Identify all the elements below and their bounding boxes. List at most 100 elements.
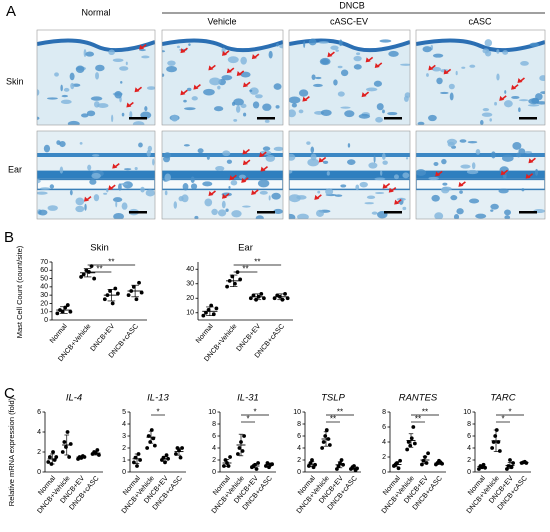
arrow-head — [208, 65, 214, 71]
cell — [240, 103, 247, 109]
cell — [85, 51, 95, 57]
cell — [103, 192, 108, 195]
cell — [432, 66, 442, 72]
cell — [291, 103, 297, 108]
data-point — [405, 447, 410, 452]
scale-bar — [257, 211, 275, 214]
arrow-head — [134, 87, 140, 93]
row-label: Skin — [6, 76, 24, 86]
panel-label: B — [4, 229, 14, 246]
cell — [436, 77, 443, 85]
data-point — [152, 443, 157, 448]
cell — [469, 198, 480, 204]
y-tick-label: 10 — [186, 310, 194, 317]
cell — [441, 158, 447, 165]
cell — [289, 109, 296, 118]
epidermis-edge — [162, 38, 283, 53]
cell — [310, 146, 315, 154]
cell — [255, 215, 264, 219]
y-tick-label: 8 — [297, 421, 301, 428]
cell — [262, 103, 272, 111]
significance-label: * — [246, 415, 249, 424]
cell — [211, 208, 218, 216]
cell — [496, 73, 500, 81]
data-point — [259, 292, 264, 296]
cell — [38, 209, 48, 216]
cell — [249, 87, 259, 95]
y-tick-label: 20 — [186, 295, 194, 302]
cell — [181, 194, 189, 203]
cell — [381, 152, 386, 160]
data-point — [240, 449, 245, 453]
y-tick-label: 6 — [467, 433, 471, 440]
cell — [217, 85, 221, 90]
cell — [190, 176, 195, 183]
y-tick-label: 40 — [186, 266, 194, 273]
cell — [417, 121, 425, 125]
cell — [416, 169, 427, 176]
cell — [238, 174, 246, 179]
cell — [375, 116, 383, 123]
chart-title: TSLP — [321, 393, 345, 404]
cartilage — [416, 178, 545, 191]
data-point — [248, 296, 253, 301]
tissue — [37, 131, 155, 219]
cell — [344, 110, 355, 118]
cell — [382, 109, 385, 114]
frame — [288, 29, 411, 126]
data-point — [412, 441, 417, 446]
micrograph — [161, 29, 284, 126]
data-point — [134, 297, 139, 302]
cell — [70, 82, 75, 90]
data-point — [204, 310, 208, 315]
arrow-head — [83, 196, 89, 202]
cell — [289, 213, 296, 219]
cell — [503, 100, 513, 108]
cell — [373, 80, 382, 87]
cell — [539, 75, 545, 82]
chart: Ear10203040NormalDNCB+VehicleDNCB+EVDNCB… — [186, 243, 293, 363]
y-tick-label: 0 — [297, 469, 301, 476]
data-point — [116, 291, 120, 296]
cell — [489, 118, 492, 122]
data-point — [310, 458, 314, 462]
cell — [95, 64, 105, 72]
cell — [120, 81, 123, 84]
cell — [67, 120, 80, 125]
arrow-head — [260, 166, 266, 172]
epidermis — [162, 30, 283, 51]
arrow-head — [126, 102, 132, 108]
epidermis — [289, 30, 410, 51]
cell — [469, 64, 476, 68]
chart-title: IL-13 — [147, 393, 169, 404]
cell — [221, 47, 226, 54]
y-tick-label: 6 — [297, 433, 301, 440]
y-tick-label: 0 — [382, 469, 386, 476]
data-point — [206, 307, 211, 312]
cell — [306, 141, 311, 145]
cell — [396, 197, 406, 201]
arrow-head — [208, 191, 214, 197]
cell — [226, 159, 233, 164]
cell — [316, 209, 324, 217]
data-point — [313, 462, 317, 467]
cell — [313, 83, 323, 87]
cell — [92, 154, 100, 157]
significance-label: ** — [108, 258, 114, 267]
cell — [203, 88, 215, 96]
cell — [298, 109, 304, 114]
cell — [54, 72, 59, 77]
cell — [118, 183, 122, 191]
cell — [431, 194, 440, 202]
cell — [512, 141, 522, 150]
data-point — [46, 460, 51, 464]
data-point — [272, 296, 277, 301]
y-tick-label: 2 — [467, 457, 471, 464]
cell — [450, 195, 458, 201]
cell — [518, 148, 526, 155]
y-tick-label: 10 — [208, 409, 216, 416]
frame — [415, 29, 546, 126]
cell — [337, 91, 345, 97]
data-point — [236, 452, 240, 456]
cell — [496, 49, 500, 54]
